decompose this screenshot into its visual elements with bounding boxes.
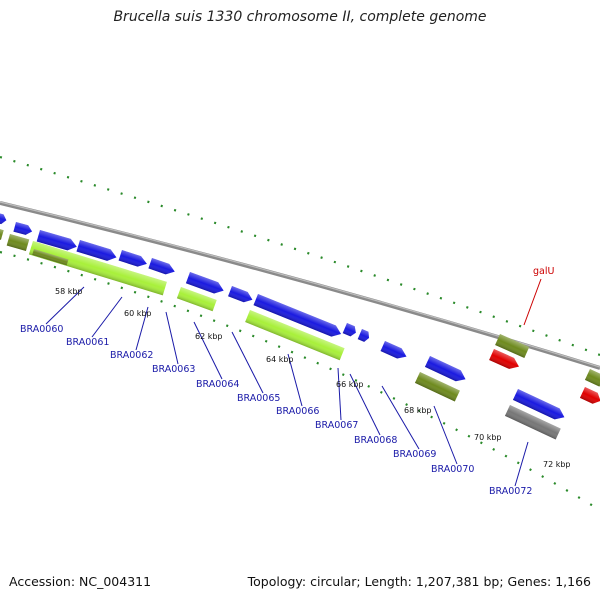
- gene-feature[interactable]: [32, 249, 69, 266]
- gene-feature-highlight[interactable]: [489, 349, 521, 372]
- gene-leader-line: [433, 405, 458, 465]
- gene-feature[interactable]: [584, 369, 600, 387]
- kbp-tick-label: 70 kbp: [474, 433, 502, 442]
- outer-dotted-ring: [0, 155, 600, 357]
- gene-feature[interactable]: [228, 286, 254, 305]
- gene-leader-line: [165, 311, 179, 365]
- gene-label[interactable]: BRA0063: [152, 364, 195, 375]
- gene-feature[interactable]: [424, 356, 468, 385]
- kbp-tick-label: 72 kbp: [543, 460, 571, 469]
- gene-label-galU[interactable]: galU: [533, 266, 554, 277]
- gene-feature[interactable]: [28, 241, 167, 296]
- gene-label[interactable]: BRA0068: [354, 435, 397, 446]
- gene-feature[interactable]: [176, 287, 217, 312]
- gene-leader-line: [287, 353, 303, 407]
- gene-feature[interactable]: [495, 334, 530, 358]
- gene-feature[interactable]: [36, 230, 79, 253]
- gene-label[interactable]: BRA0062: [110, 350, 153, 361]
- gene-leader-line: [514, 441, 529, 487]
- gene-leader-galU: [523, 278, 542, 326]
- gene-label[interactable]: BRA0061: [66, 337, 109, 348]
- gene-feature[interactable]: [504, 405, 561, 440]
- gene-feature[interactable]: [6, 234, 30, 252]
- gene-leader-line: [337, 367, 342, 421]
- kbp-tick-label: 62 kbp: [195, 332, 223, 341]
- gene-feature[interactable]: [342, 323, 358, 338]
- gene-feature[interactable]: [148, 258, 176, 277]
- gene-feature[interactable]: [185, 272, 226, 296]
- gene-feature[interactable]: [253, 294, 344, 340]
- gene-label[interactable]: BRA0066: [276, 406, 319, 417]
- gene-label[interactable]: BRA0072: [489, 486, 532, 497]
- kbp-tick-label: 60 kbp: [124, 309, 152, 318]
- gene-leader-line: [193, 321, 223, 380]
- gene-feature[interactable]: [357, 329, 372, 343]
- gene-feature[interactable]: [13, 222, 33, 236]
- gene-leader-line: [45, 286, 85, 325]
- gene-feature[interactable]: [245, 310, 345, 361]
- gene-feature[interactable]: [76, 240, 118, 263]
- kbp-tick-label: 66 kbp: [336, 380, 364, 389]
- genome-stats-text: Topology: circular; Length: 1,207,381 bp…: [247, 574, 591, 589]
- kbp-tick-label: 58 kbp: [55, 287, 83, 296]
- gene-feature[interactable]: [0, 212, 8, 225]
- gene-feature[interactable]: [414, 372, 460, 402]
- gene-feature-highlight[interactable]: [579, 387, 600, 406]
- gene-label[interactable]: BRA0069: [393, 449, 436, 460]
- gene-label[interactable]: BRA0065: [237, 393, 280, 404]
- gene-feature[interactable]: [380, 341, 409, 362]
- gene-label[interactable]: BRA0067: [315, 420, 358, 431]
- gene-leader-line: [91, 296, 123, 338]
- accession-text: Accession: NC_004311: [9, 574, 152, 589]
- gene-label[interactable]: BRA0060: [20, 324, 63, 335]
- gene-feature[interactable]: [512, 389, 567, 423]
- gene-leader-line: [231, 331, 264, 394]
- gene-leader-line: [135, 306, 149, 351]
- kbp-tick-label: 68 kbp: [404, 406, 432, 415]
- map-title: Brucella suis 1330 chromosome II, comple…: [113, 9, 487, 25]
- gene-leader-line: [349, 373, 381, 436]
- gene-leader-line: [381, 385, 420, 450]
- gene-feature[interactable]: [0, 228, 4, 240]
- gene-label[interactable]: BRA0064: [196, 379, 239, 390]
- gene-label[interactable]: BRA0070: [431, 464, 474, 475]
- kbp-tick-label: 64 kbp: [266, 355, 294, 364]
- gene-feature[interactable]: [118, 250, 149, 269]
- inner-dotted-ring: [0, 250, 600, 511]
